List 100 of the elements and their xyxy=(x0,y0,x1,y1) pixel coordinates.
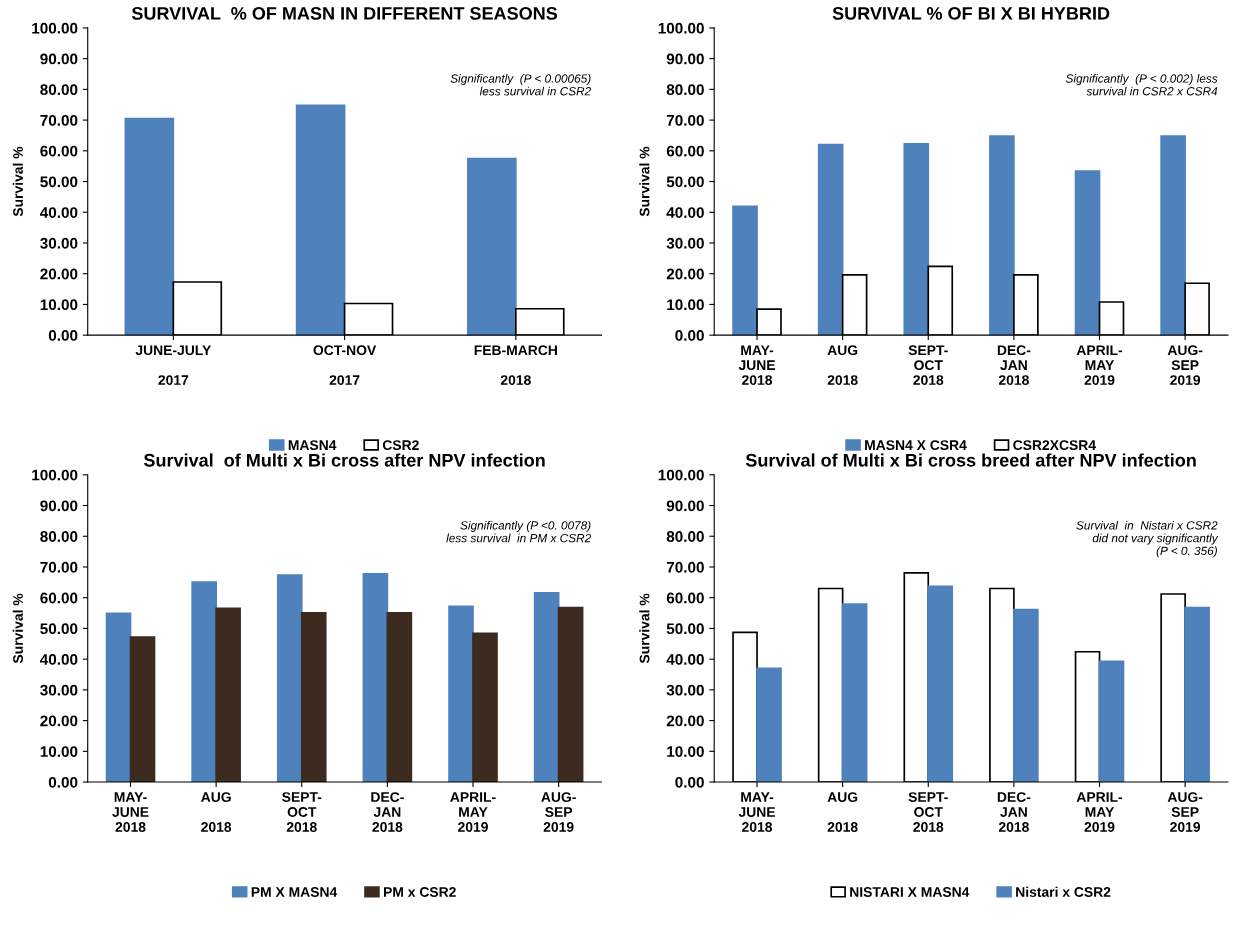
y-tick-label: 10.00 xyxy=(40,299,78,311)
chart-title: Survival of Multi x Bi cross after NPV infection xyxy=(143,453,545,467)
y-axis-title: Survival % xyxy=(639,146,650,217)
x-tick-label: MAY- JUNE 2018 xyxy=(738,792,775,832)
bar xyxy=(124,117,175,336)
x-tick-label: AUG- SEP 2019 xyxy=(1167,345,1203,385)
category-label: FEB-MARCH 2018 xyxy=(474,345,557,385)
y-tick-label: 30.00 xyxy=(666,684,704,696)
legend-label: MASN4 X CSR4 xyxy=(865,440,967,451)
y-tick-label: 30.00 xyxy=(666,237,704,249)
annotation: Significantly (P <0. 0078) less survival in PM x CSR2 xyxy=(446,520,591,543)
legend-label: Nistari x CSR2 xyxy=(1016,886,1111,897)
bar xyxy=(362,572,389,783)
x-tick-label: SEPT- OCT 2018 xyxy=(908,792,948,832)
legend-label: PM x CSR2 xyxy=(384,887,456,897)
y-tick-label: 0.00 xyxy=(675,776,704,788)
y-tick-label: 10.00 xyxy=(667,299,704,311)
y-tick-label: 80.00 xyxy=(666,84,704,96)
y-tick-label: 20.00 xyxy=(666,268,704,280)
y-tick-label: 50.00 xyxy=(40,176,78,188)
bar xyxy=(1074,170,1101,336)
x-tick-label: MAY- JUNE 2018 xyxy=(112,792,149,832)
y-tick-label: 50.00 xyxy=(666,623,704,635)
x-tick-label: SEPT- OCT 2018 xyxy=(908,345,948,385)
y-tick-label: 40.00 xyxy=(39,207,78,218)
y-tick-label: 40.00 xyxy=(666,207,704,218)
chart-title: SURVIVAL % OF BI X BI HYBRID xyxy=(832,6,1110,20)
x-tick-label: DEC- JAN 2018 xyxy=(371,792,404,832)
y-tick-label: 90.00 xyxy=(666,500,704,512)
y-tick-label: 90.00 xyxy=(666,53,704,65)
y-tick-label: 70.00 xyxy=(666,114,704,126)
y-tick-label: 70.00 xyxy=(666,561,704,573)
bar xyxy=(841,603,868,783)
y-tick-label: 50.00 xyxy=(40,623,78,635)
bar xyxy=(472,632,498,783)
y-axis-title: Survival % xyxy=(12,146,23,217)
x-tick-label: APRIL- MAY 2019 xyxy=(1076,792,1123,832)
bar xyxy=(300,611,327,783)
y-tick-label: 100.00 xyxy=(658,22,704,34)
bar xyxy=(191,581,217,783)
y-tick-label: 10.00 xyxy=(667,746,704,757)
category-label: AUG 2018 xyxy=(827,345,858,385)
x-tick-label: AUG- SEP 2019 xyxy=(541,792,576,832)
y-tick-label: 50.00 xyxy=(666,176,704,188)
bar xyxy=(732,205,758,336)
bar xyxy=(295,104,346,336)
y-tick-label: 20.00 xyxy=(40,268,78,280)
y-tick-label: 80.00 xyxy=(40,84,78,96)
bar xyxy=(386,611,413,783)
bar xyxy=(927,585,954,783)
y-tick-label: 0.00 xyxy=(675,330,704,341)
chart-title: SURVIVAL % OF MASN IN DIFFERENT SEASONS xyxy=(131,6,558,20)
x-tick-label: APRIL- MAY 2019 xyxy=(1076,345,1123,385)
bar xyxy=(989,135,1015,336)
x-tick-label: DEC- JAN 2018 xyxy=(997,345,1031,385)
x-tick-label: MAY- JUNE 2018 xyxy=(738,345,775,385)
y-tick-label: 60.00 xyxy=(40,592,78,604)
category-label: AUG 2018 xyxy=(827,792,858,832)
legend-label: CSR2XCSR4 xyxy=(1013,440,1096,451)
y-tick-label: 30.00 xyxy=(40,237,78,249)
bar xyxy=(817,143,844,336)
bar xyxy=(533,591,560,783)
y-tick-label: 80.00 xyxy=(40,531,78,542)
y-tick-label: 70.00 xyxy=(40,114,78,126)
bar xyxy=(105,612,132,783)
y-tick-label: 90.00 xyxy=(40,53,78,65)
y-tick-label: 20.00 xyxy=(40,715,78,727)
bar xyxy=(903,142,930,336)
bar xyxy=(129,636,156,783)
y-tick-label: 100.00 xyxy=(32,469,78,481)
bar xyxy=(557,606,584,783)
category-label: JUNE-JULY 2017 xyxy=(135,345,212,385)
y-tick-label: 30.00 xyxy=(40,684,78,696)
y-tick-label: 70.00 xyxy=(40,561,78,573)
y-tick-label: 40.00 xyxy=(39,654,78,665)
y-tick-label: 60.00 xyxy=(666,592,704,604)
x-tick-label: APRIL- MAY 2019 xyxy=(450,792,496,832)
y-tick-label: 40.00 xyxy=(666,654,704,665)
bar xyxy=(276,574,303,783)
category-label: AUG 2018 xyxy=(201,792,232,832)
y-tick-label: 20.00 xyxy=(666,715,704,727)
bar xyxy=(215,607,241,783)
x-tick-label: DEC- JAN 2018 xyxy=(997,792,1031,832)
x-tick-label: SEPT- OCT 2018 xyxy=(282,792,322,832)
bar xyxy=(448,605,474,783)
x-tick-label: AUG- SEP 2019 xyxy=(1167,792,1203,832)
y-tick-label: 10.00 xyxy=(40,746,78,757)
y-tick-label: 100.00 xyxy=(32,22,78,34)
bar xyxy=(756,667,782,783)
y-axis-title: Survival % xyxy=(639,593,650,664)
bar xyxy=(1098,660,1125,783)
legend-label: NISTARI X MASN4 xyxy=(850,887,970,897)
annotation: Significantly (P < 0.002) less survival in CSR2 x CSR4 xyxy=(1065,74,1218,96)
bar xyxy=(467,157,517,336)
bar xyxy=(1184,606,1210,783)
bar xyxy=(1013,608,1039,783)
y-tick-label: 80.00 xyxy=(666,531,704,542)
category-label: OCT-NOV 2017 xyxy=(313,345,377,385)
chart-title: Survival of Multi x Bi cross breed after NPV infection xyxy=(745,453,1196,467)
y-tick-label: 90.00 xyxy=(40,500,78,512)
